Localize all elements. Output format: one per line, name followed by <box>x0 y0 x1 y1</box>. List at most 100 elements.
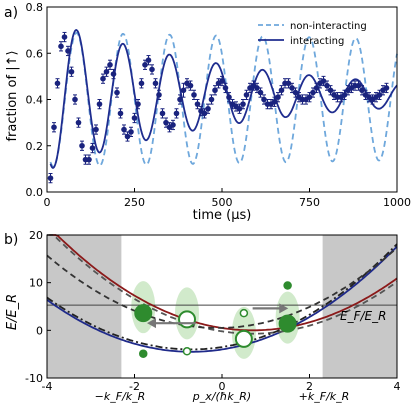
arrow-head <box>147 318 156 329</box>
data-point <box>68 68 75 75</box>
panel-a-xlabel: time (μs) <box>193 208 252 223</box>
data-point <box>313 85 320 91</box>
data-point <box>187 82 194 89</box>
panel-a-data-points <box>47 31 390 184</box>
panel-b-frame <box>46 234 398 379</box>
panel-a-label: a) <box>4 5 18 21</box>
x-tick-label: -2 <box>129 380 140 393</box>
data-point <box>156 92 162 98</box>
y-tick-label: 0.8 <box>26 1 44 14</box>
data-point <box>327 87 334 94</box>
y-tick-label: 0.0 <box>26 186 44 199</box>
data-point <box>107 62 113 68</box>
data-point <box>355 82 362 89</box>
data-point <box>261 96 267 103</box>
data-point <box>191 92 197 98</box>
y-tick-label: 0.4 <box>26 94 44 107</box>
data-point <box>54 80 61 87</box>
panel-a: a) fraction of |↑⟩ time (μs) 0 250 500 750 1… <box>4 1 411 223</box>
data-point <box>96 101 103 107</box>
data-point <box>128 129 134 135</box>
data-point <box>201 110 208 117</box>
data-point <box>212 87 218 94</box>
data-point <box>257 89 264 96</box>
data-point <box>124 133 131 140</box>
panel-a-curves <box>49 29 398 169</box>
data-point <box>254 85 260 91</box>
panel-a-legend: non-interacting interacting <box>258 21 367 47</box>
data-point <box>310 89 316 96</box>
series-interacting <box>49 29 398 169</box>
data-point <box>219 78 225 84</box>
data-point <box>177 96 183 103</box>
x-tick-label: -4 <box>42 380 53 393</box>
data-point <box>383 85 390 91</box>
data-point <box>142 62 148 68</box>
y-tick-label: 10 <box>29 277 43 290</box>
data-point <box>359 87 365 94</box>
data-point <box>145 57 152 63</box>
curve-lower-band <box>46 245 398 353</box>
marker-filled-large <box>278 314 297 333</box>
y-tick-label: 20 <box>29 229 43 242</box>
data-point <box>58 43 64 50</box>
data-point <box>100 75 106 82</box>
x-tick-label: 250 <box>124 196 145 209</box>
data-point <box>159 110 166 117</box>
data-point <box>292 89 299 96</box>
curve-free-dispersion <box>46 247 398 329</box>
data-point <box>61 34 68 40</box>
data-point <box>275 94 281 100</box>
data-point <box>135 101 141 107</box>
data-point <box>180 87 187 94</box>
x-tick-label: 0 <box>219 380 226 393</box>
data-point <box>79 142 85 149</box>
x-tick-label: 0 <box>44 196 51 209</box>
y-tick-label: 0 <box>36 324 43 337</box>
panel-b-shaded-regions <box>47 235 397 378</box>
data-point <box>89 145 96 151</box>
marker-open-large <box>234 329 253 348</box>
data-point <box>114 89 120 96</box>
panel-b-xlabel: p_x/(ħk_R) <box>192 390 251 403</box>
panel-b-ticks: -4 -2 0 2 4 -10 0 10 20 <box>25 229 400 393</box>
data-point <box>75 119 82 126</box>
data-point <box>243 92 250 98</box>
marker-open-large <box>178 310 196 329</box>
data-point <box>324 82 330 89</box>
marker-open-small <box>182 347 192 356</box>
panel-b: b) E/E_R -4 -2 0 2 4 -10 0 10 20 E_F/E_R −k_F/k_… <box>4 229 401 403</box>
data-point <box>236 105 243 112</box>
data-point <box>289 85 295 91</box>
data-point <box>121 126 127 133</box>
panel-b-arrows <box>147 303 289 329</box>
data-point <box>51 124 57 131</box>
marker-filled-large <box>134 304 153 323</box>
data-point <box>194 101 201 107</box>
x-tick-label: 4 <box>394 380 401 393</box>
data-point <box>240 101 246 107</box>
arrow-head <box>279 303 289 314</box>
curve-lower-band-shifted <box>46 243 398 351</box>
curve-upper-band-shifted <box>47 234 398 335</box>
data-point <box>163 119 169 126</box>
y-tick-label: 0.2 <box>26 140 44 153</box>
data-point <box>117 110 124 117</box>
x-tick-label: 750 <box>299 196 320 209</box>
data-point <box>226 94 232 100</box>
data-point <box>205 105 211 112</box>
data-point <box>72 96 78 103</box>
data-point <box>152 80 159 87</box>
x-tick-label: 500 <box>212 196 233 209</box>
panel-a-frame <box>46 6 398 193</box>
panel-b-label: b) <box>4 232 18 248</box>
marker-filled-small <box>139 349 148 358</box>
panel-b-markers <box>134 281 297 358</box>
x-tick-label: 1000 <box>383 196 411 209</box>
panel-b-curves <box>46 234 398 353</box>
y-tick-label: 0.6 <box>26 47 44 60</box>
kf-neg-label: −k_F/k_R <box>95 390 146 403</box>
data-point <box>271 99 278 105</box>
data-point <box>285 80 292 87</box>
